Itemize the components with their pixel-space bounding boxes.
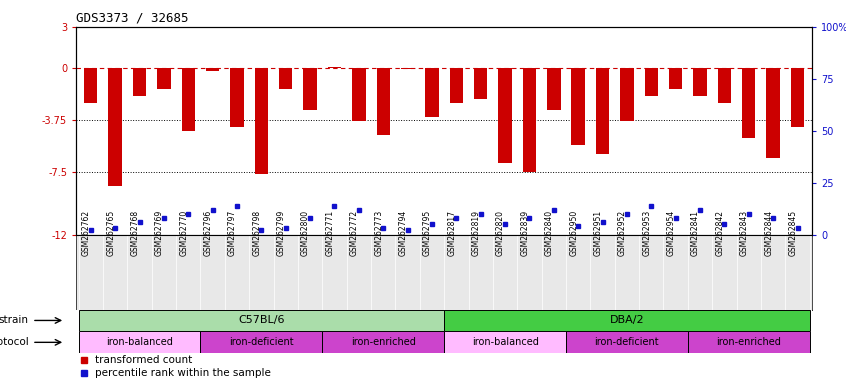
Bar [620, 68, 634, 121]
Bar [401, 68, 415, 69]
Bar [449, 68, 463, 103]
Bar [791, 68, 805, 127]
Text: iron-balanced: iron-balanced [471, 337, 539, 348]
Bar [596, 68, 609, 154]
Bar [523, 68, 536, 172]
Text: DBA/2: DBA/2 [610, 315, 645, 326]
Bar [645, 68, 658, 96]
Bar [352, 68, 365, 121]
Text: iron-deficient: iron-deficient [229, 337, 294, 348]
Bar [426, 68, 439, 117]
Bar [474, 68, 487, 99]
Bar [572, 68, 585, 145]
Bar [498, 68, 512, 162]
Bar [157, 68, 171, 89]
Bar [742, 68, 755, 138]
Bar [182, 68, 195, 131]
Bar [766, 68, 780, 159]
Bar [133, 68, 146, 96]
Bar [255, 68, 268, 174]
Text: iron-deficient: iron-deficient [595, 337, 659, 348]
Bar [547, 68, 561, 110]
Bar [566, 331, 688, 353]
Text: C57BL/6: C57BL/6 [238, 315, 284, 326]
Bar [688, 331, 810, 353]
Text: iron-enriched: iron-enriched [717, 337, 781, 348]
Bar [669, 68, 683, 89]
Text: percentile rank within the sample: percentile rank within the sample [95, 368, 271, 379]
Text: protocol: protocol [0, 337, 28, 348]
Bar [322, 331, 444, 353]
Text: GDS3373 / 32685: GDS3373 / 32685 [76, 11, 189, 24]
Bar [694, 68, 706, 96]
Bar [108, 68, 122, 186]
Text: iron-enriched: iron-enriched [351, 337, 415, 348]
Bar [79, 310, 444, 331]
Bar [230, 68, 244, 127]
Bar [206, 68, 219, 71]
Bar [279, 68, 293, 89]
Bar [444, 310, 810, 331]
Bar [84, 68, 97, 103]
Text: strain: strain [0, 315, 28, 326]
Bar [201, 331, 322, 353]
Text: iron-balanced: iron-balanced [106, 337, 173, 348]
Bar [79, 331, 201, 353]
Bar [717, 68, 731, 103]
Bar [327, 67, 341, 68]
Text: transformed count: transformed count [95, 355, 192, 365]
Bar [376, 68, 390, 135]
Bar [444, 331, 566, 353]
Bar [304, 68, 316, 110]
